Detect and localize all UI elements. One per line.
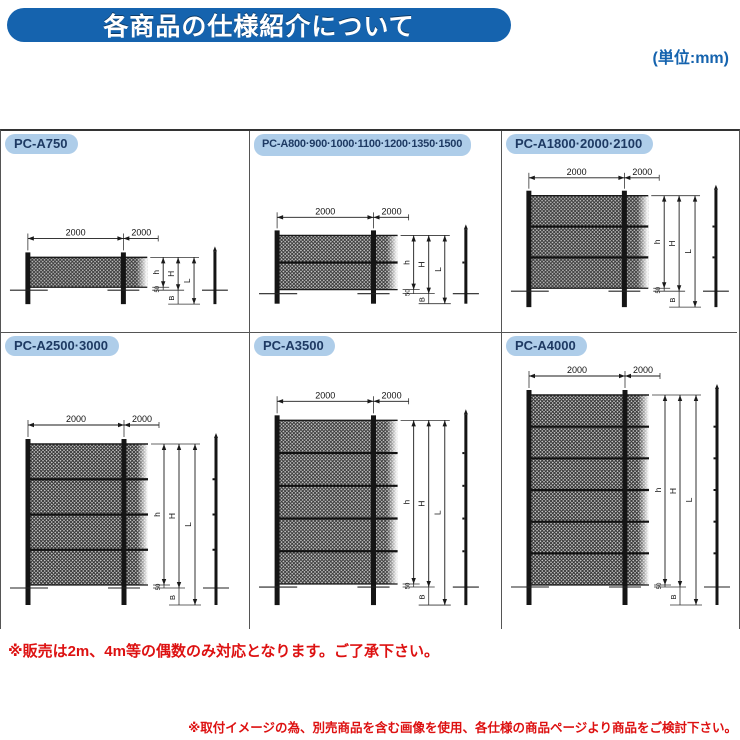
- product-label: PC-A750: [5, 134, 79, 154]
- svg-text:2000: 2000: [131, 227, 151, 237]
- svg-text:50: 50: [406, 582, 412, 589]
- svg-text:h: h: [151, 270, 161, 275]
- sales-note: ※販売は2m、4m等の偶数のみ対応となります。ご了承下さい。: [8, 643, 439, 660]
- svg-text:H: H: [667, 240, 677, 246]
- bottom-note: ※取付イメージの為、別売商品を含む画像を使用、各仕様の商品ページより商品をご検討…: [188, 721, 737, 735]
- spec-cell-pc-a4000: 2000 2000 h H L 50 B PC-A4000: [502, 333, 737, 629]
- product-label: PC-A4000: [506, 336, 587, 356]
- svg-text:L: L: [684, 497, 694, 502]
- svg-text:2000: 2000: [66, 414, 86, 424]
- header-bar: 各商品の仕様紹介について: [7, 8, 511, 42]
- product-label: PC-A1800·2000·2100: [506, 134, 654, 154]
- svg-text:B: B: [669, 594, 678, 599]
- svg-text:L: L: [433, 267, 443, 272]
- svg-text:h: h: [402, 260, 412, 265]
- svg-text:B: B: [418, 297, 427, 302]
- page-title: 各商品の仕様紹介について: [103, 13, 415, 41]
- svg-text:H: H: [166, 271, 176, 277]
- fence-diagram: 2000 2000 h H L 50 B: [259, 206, 479, 305]
- svg-text:H: H: [668, 488, 678, 494]
- spec-cell-pc-a800-1500: 2000 2000 h H L 50 B PC-A800·900·1000·1100·120…: [250, 131, 502, 333]
- svg-text:H: H: [417, 261, 427, 267]
- fence-diagram: 2000 2000 h H L 50 B: [10, 414, 229, 606]
- svg-text:B: B: [167, 296, 176, 301]
- spec-table: 2000 2000 h H L 50 B PC-A750 2000 2000 h H L 50 B PC…: [0, 129, 740, 629]
- svg-text:50: 50: [656, 286, 662, 293]
- svg-text:2000: 2000: [632, 167, 652, 177]
- svg-text:2000: 2000: [567, 167, 587, 177]
- svg-text:2000: 2000: [132, 414, 152, 424]
- svg-text:h: h: [652, 239, 662, 244]
- svg-text:2000: 2000: [382, 206, 402, 216]
- svg-text:L: L: [182, 278, 192, 283]
- svg-text:50: 50: [155, 285, 161, 292]
- svg-text:H: H: [417, 501, 427, 507]
- product-label: PC-A800·900·1000·1100·1200·1350·1500: [254, 134, 472, 156]
- svg-text:50: 50: [657, 582, 663, 589]
- svg-text:2000: 2000: [633, 365, 653, 375]
- fence-diagram: 2000 2000 h H L 50 B: [511, 365, 730, 606]
- svg-text:h: h: [402, 500, 412, 505]
- svg-text:L: L: [433, 510, 443, 515]
- fence-diagram: 2000 2000 h H L 50 B: [510, 167, 729, 308]
- svg-text:H: H: [167, 513, 177, 519]
- svg-text:2000: 2000: [567, 365, 587, 375]
- svg-text:h: h: [653, 487, 663, 492]
- svg-text:L: L: [683, 249, 693, 254]
- spec-cell-pc-a750: 2000 2000 h H L 50 B PC-A750: [1, 131, 250, 333]
- svg-text:2000: 2000: [66, 227, 86, 237]
- svg-text:h: h: [152, 512, 162, 517]
- svg-text:2000: 2000: [382, 390, 402, 400]
- spec-cell-pc-a3500: 2000 2000 h H L 50 B PC-A3500: [250, 333, 502, 629]
- fence-diagram: 2000 2000 h H L 50 B: [9, 227, 228, 305]
- svg-text:B: B: [168, 595, 177, 600]
- svg-text:2000: 2000: [315, 390, 335, 400]
- fence-diagram: 2000 2000 h H L 50 B: [259, 390, 479, 606]
- spec-cell-pc-a1800-2100: 2000 2000 h H L 50 B PC-A1800·2000·2100: [502, 131, 737, 333]
- product-label: PC-A2500·3000: [5, 336, 119, 356]
- spec-cell-pc-a2500-3000: 2000 2000 h H L 50 B PC-A2500·3000: [1, 333, 250, 629]
- svg-text:B: B: [668, 298, 677, 303]
- unit-note: (単位:mm): [652, 50, 729, 67]
- svg-text:L: L: [183, 522, 193, 527]
- svg-text:50: 50: [156, 583, 162, 590]
- product-label: PC-A3500: [254, 336, 335, 356]
- svg-text:50: 50: [406, 289, 412, 296]
- svg-text:2000: 2000: [315, 206, 335, 216]
- svg-text:B: B: [418, 595, 427, 600]
